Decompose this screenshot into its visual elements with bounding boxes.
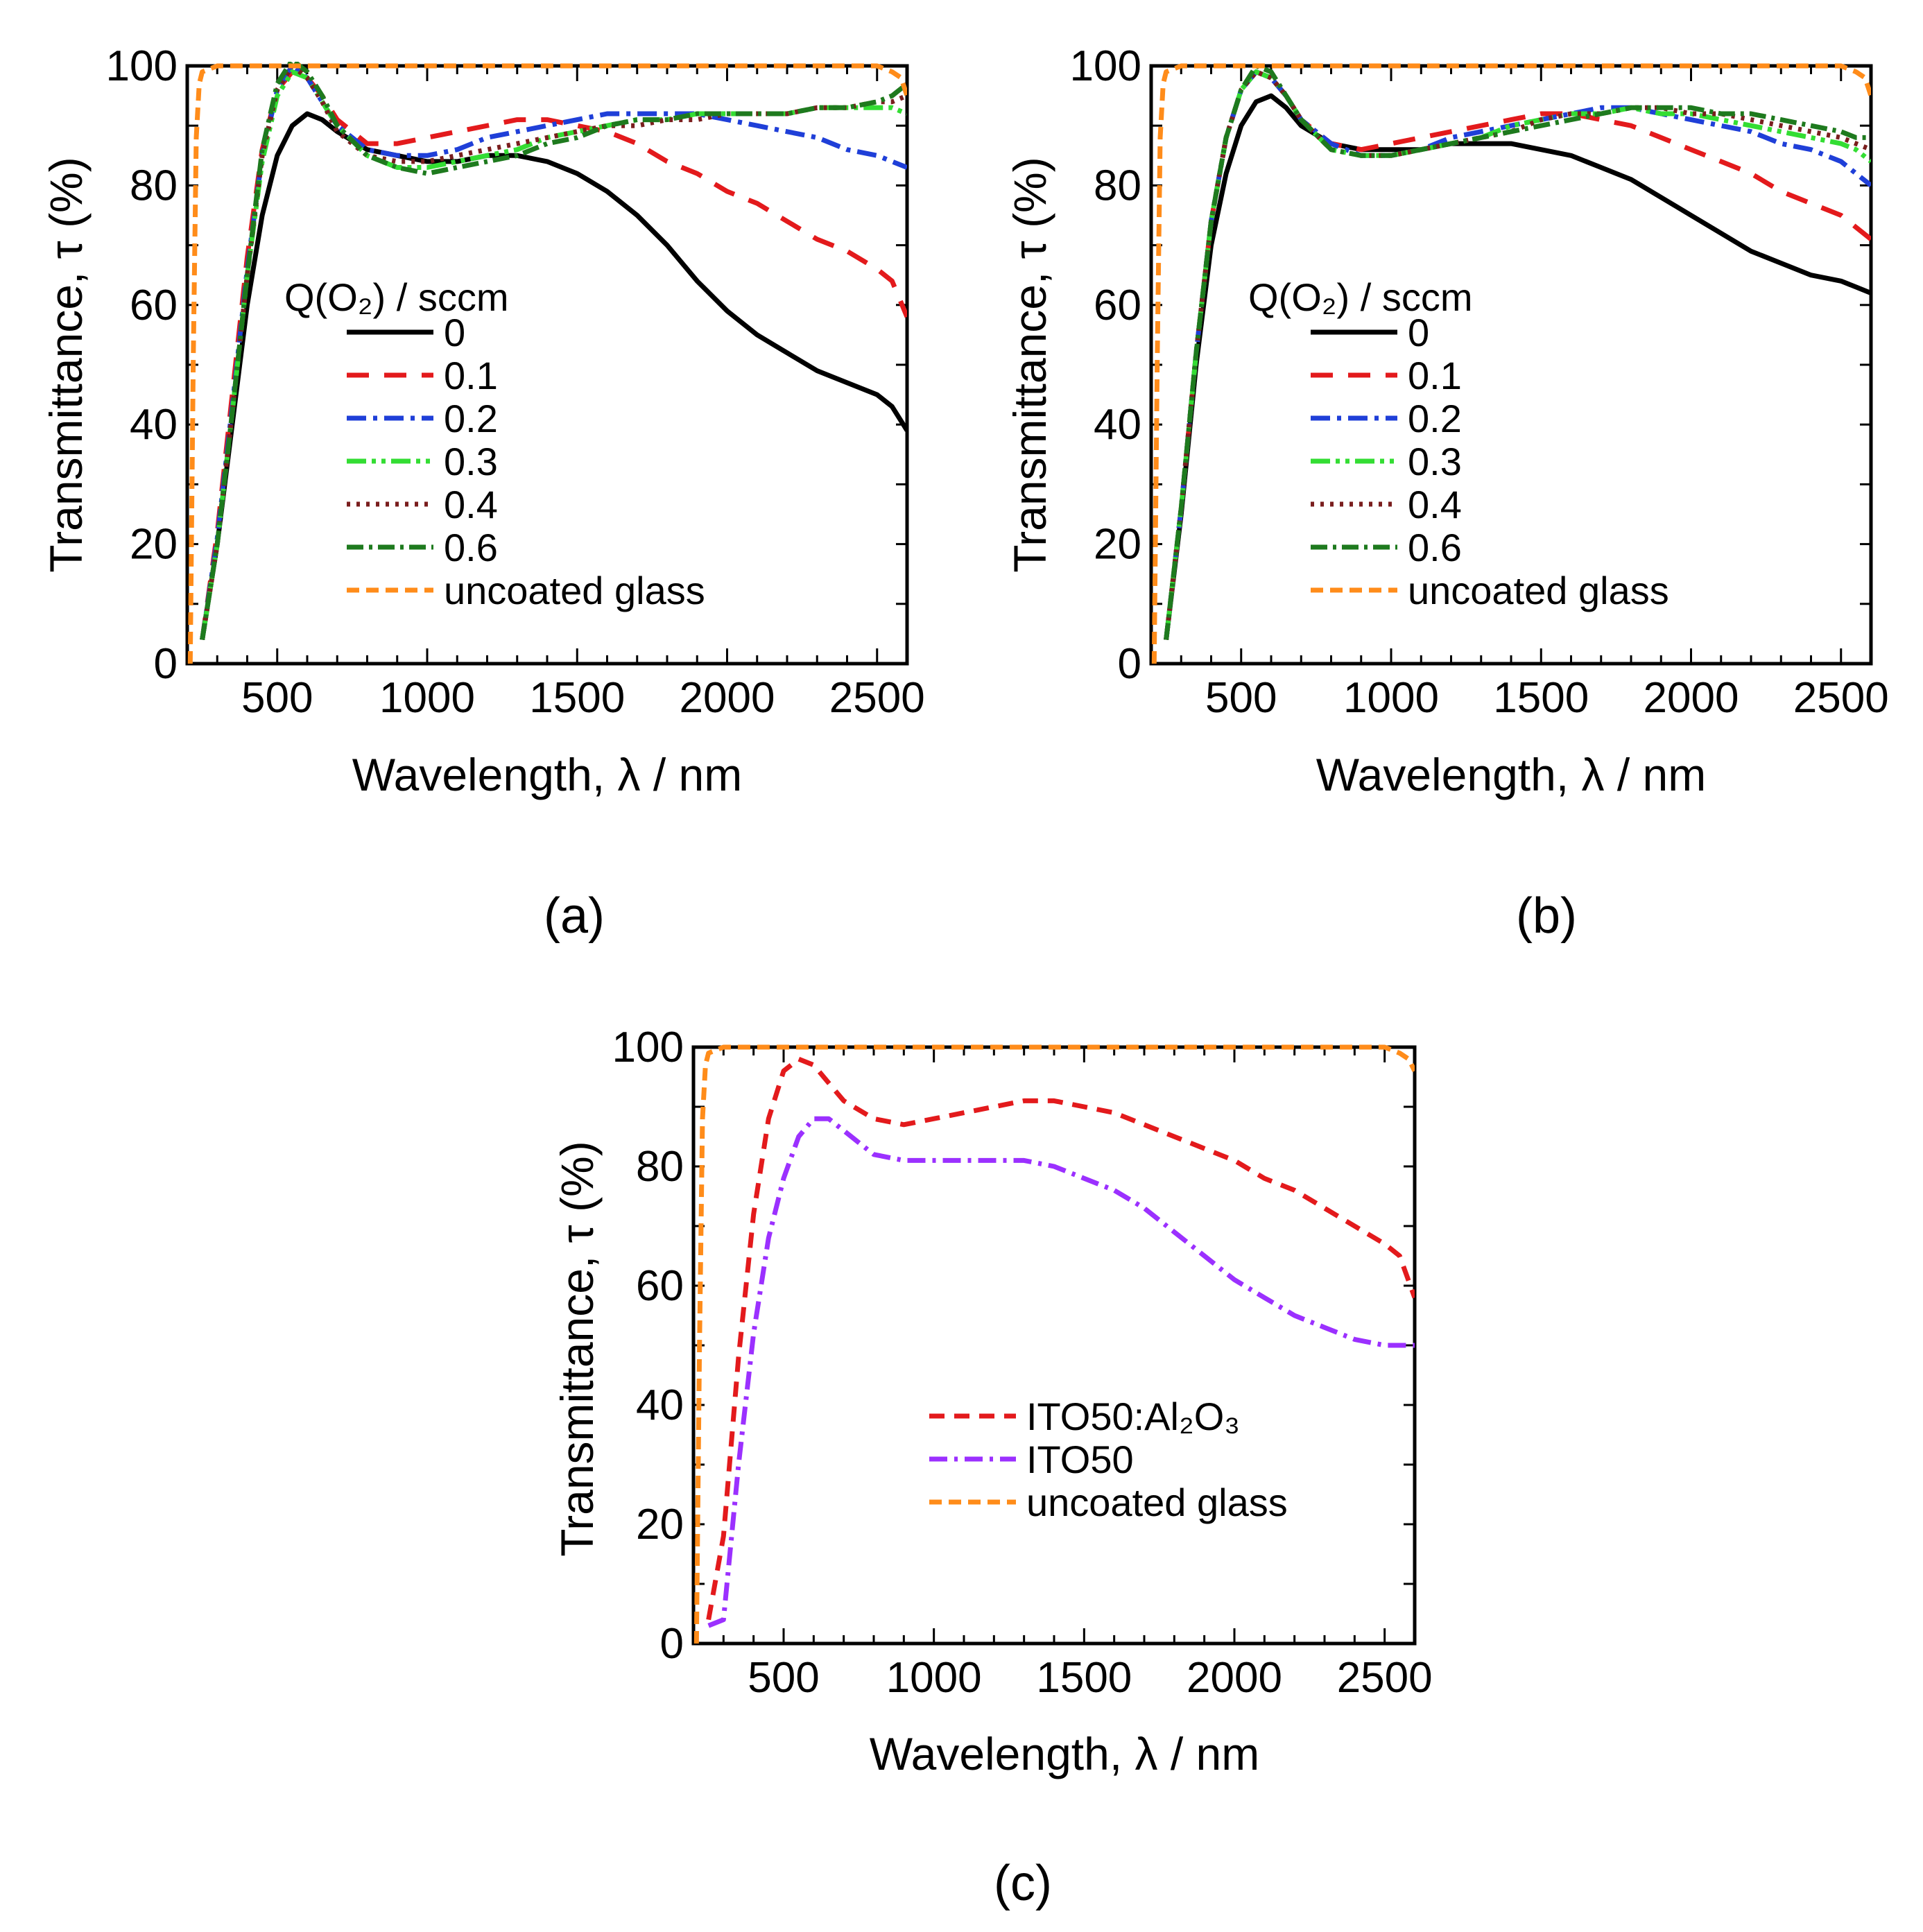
- x-tick-label: 2500: [1337, 1654, 1433, 1702]
- legend-label: 0: [444, 311, 465, 354]
- x-tick-label: 1500: [1036, 1654, 1132, 1702]
- legend-label: 0.6: [444, 526, 498, 569]
- panel-label: (b): [1516, 888, 1577, 944]
- legend-label: 0.3: [1408, 440, 1462, 483]
- legend-label: 0.2: [444, 397, 498, 440]
- y-axis-label: Transmittance, τ (%): [1004, 157, 1055, 572]
- legend-label: uncoated glass: [1408, 569, 1669, 612]
- y-tick-label: 20: [1094, 521, 1141, 569]
- panel-label: (a): [544, 888, 605, 944]
- legend-label: uncoated glass: [1026, 1481, 1288, 1524]
- series-line-0.4: [200, 63, 907, 641]
- series-line-ITO50: [707, 1116, 1415, 1628]
- legend-label: 0.4: [1408, 483, 1462, 526]
- legend-label: 0.2: [1408, 397, 1462, 440]
- x-axis-label: Wavelength, λ / nm: [352, 749, 742, 800]
- legend-label: 0: [1408, 311, 1429, 354]
- legend-label: 0.4: [444, 483, 498, 526]
- axis-ticks: 0 20 40 60 80 100 500 1000 1500 2000 2500: [612, 1024, 1433, 1702]
- series-layer: [187, 62, 907, 664]
- series-line-0.3: [1164, 69, 1871, 640]
- y-axis-label: Transmittance, τ (%): [551, 1141, 603, 1556]
- x-tick-label: 500: [241, 674, 313, 722]
- series-line-0.6: [200, 62, 907, 641]
- x-tick-label: 1000: [379, 674, 475, 722]
- series-layer: [1151, 63, 1871, 664]
- panel-c: 0 20 40 60 80 100 500 1000 1500 2000 2500 Waveleng…: [551, 1024, 1433, 1911]
- series-line-uncoated-glass: [693, 1044, 1415, 1644]
- y-tick-label: 80: [130, 162, 178, 209]
- legend-label: 0.1: [444, 354, 498, 397]
- panel-b: 0 20 40 60 80 100 500 1000 1500 2000 2500 Waveleng…: [1004, 42, 1889, 944]
- x-tick-label: 2500: [1793, 674, 1889, 722]
- series-line-uncoated-glass: [1151, 63, 1871, 664]
- y-tick-label: 20: [130, 521, 178, 569]
- legend-label: ITO50: [1026, 1438, 1134, 1481]
- series-line-ITO50-Al-O-: [706, 1056, 1415, 1621]
- x-tick-label: 2500: [829, 674, 925, 722]
- x-tick-label: 1500: [1493, 674, 1589, 722]
- y-tick-label: 100: [612, 1024, 684, 1071]
- legend-title: Q(O₂) / sccm: [1248, 275, 1472, 319]
- x-tick-label: 500: [748, 1654, 819, 1702]
- x-axis-label: Wavelength, λ / nm: [870, 1728, 1259, 1779]
- legend-label: 0.3: [444, 440, 498, 483]
- y-tick-label: 40: [130, 401, 178, 449]
- series-line-0.2: [200, 63, 907, 641]
- series-line-0.3: [200, 69, 907, 641]
- y-tick-label: 80: [1094, 162, 1141, 209]
- y-tick-label: 20: [636, 1501, 684, 1549]
- x-tick-label: 1500: [529, 674, 625, 722]
- series-line-0: [1164, 93, 1871, 640]
- y-tick-label: 40: [636, 1381, 684, 1429]
- y-tick-label: 40: [1094, 401, 1141, 449]
- y-tick-label: 100: [1070, 42, 1141, 90]
- legend-label: ITO50:Al₂O₃: [1026, 1395, 1240, 1438]
- axis-ticks: 0 20 40 60 80 100 500 1000 1500 2000 2500: [1070, 42, 1889, 722]
- legend-label: 0.6: [1408, 526, 1462, 569]
- y-tick-label: 60: [1094, 282, 1141, 329]
- axis-ticks: 0 20 40 60 80 100 500 1000 1500 2000 2500: [106, 42, 925, 722]
- panel-label: (c): [994, 1856, 1052, 1911]
- x-tick-label: 2000: [1187, 1654, 1282, 1702]
- y-tick-label: 80: [636, 1143, 684, 1191]
- x-tick-label: 1000: [886, 1654, 982, 1702]
- series-line-0: [200, 111, 907, 641]
- x-axis-label: Wavelength, λ / nm: [1316, 749, 1706, 800]
- y-tick-label: 100: [106, 42, 178, 90]
- x-tick-label: 2000: [1644, 674, 1739, 722]
- series-layer: [693, 1044, 1415, 1644]
- series-line-0.1: [200, 69, 907, 640]
- y-tick-label: 60: [636, 1262, 684, 1310]
- y-axis-label: Transmittance, τ (%): [40, 157, 92, 572]
- series-line-0.6: [1164, 63, 1871, 640]
- series-line-uncoated-glass: [187, 63, 907, 664]
- series-line-0.2: [1164, 69, 1871, 640]
- x-tick-label: 1000: [1343, 674, 1439, 722]
- y-tick-label: 0: [1118, 640, 1141, 688]
- series-line-0.1: [1164, 69, 1871, 640]
- legend-label: uncoated glass: [444, 569, 705, 612]
- legend-title: Q(O₂) / sccm: [284, 275, 508, 319]
- y-tick-label: 60: [130, 282, 178, 329]
- y-tick-label: 0: [154, 640, 178, 688]
- x-tick-label: 2000: [680, 674, 775, 722]
- x-tick-label: 500: [1205, 674, 1277, 722]
- y-tick-label: 0: [660, 1620, 684, 1668]
- panel-a: 0 20 40 60 80 100 500 1000 1500 2000 2500 Waveleng…: [40, 42, 925, 944]
- series-line-0.4: [1164, 69, 1871, 640]
- legend-label: 0.1: [1408, 354, 1462, 397]
